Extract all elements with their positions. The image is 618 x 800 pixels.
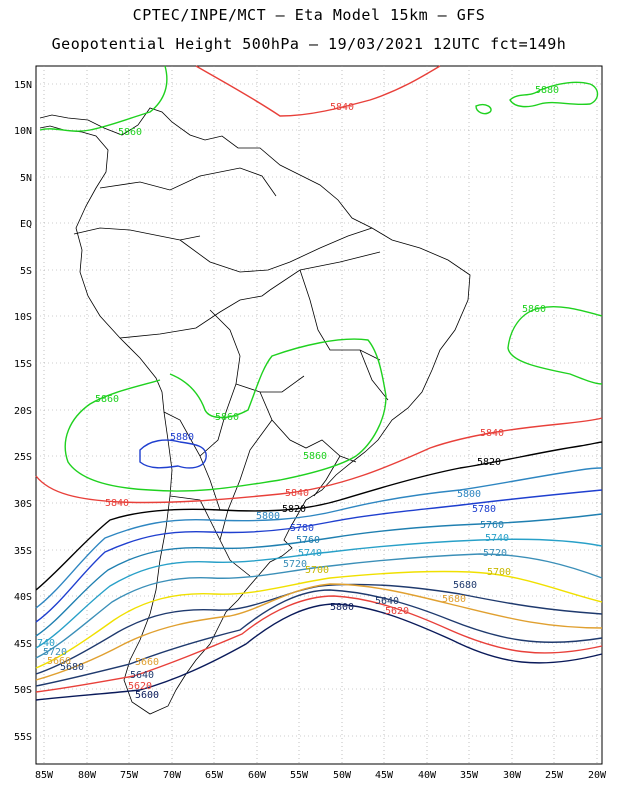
lat-label: 15S [14, 359, 32, 370]
label-5820-a: 5820 [477, 457, 501, 468]
lon-label: 45W [375, 770, 394, 781]
contour-5640 [35, 589, 603, 687]
label-5860-c: 5860 [95, 394, 119, 405]
lon-label: 25W [545, 770, 564, 781]
contour-5860-a [39, 65, 168, 132]
contour-5860-d [475, 103, 492, 115]
label-5620-b: 5620 [128, 681, 152, 692]
label-5780-a: 5780 [472, 504, 496, 515]
label-5680-a: 5680 [453, 580, 477, 591]
lon-label: 55W [290, 770, 309, 781]
contour-5780 [35, 489, 603, 623]
label-5840-d: 5840 [285, 488, 309, 499]
label-5860-b: 5860 [522, 304, 546, 315]
contours [35, 65, 603, 701]
label-5880-a: 5880 [535, 85, 559, 96]
lon-label: 35W [460, 770, 479, 781]
lon-label: 70W [163, 770, 182, 781]
lon-label: 30W [503, 770, 522, 781]
label-5700-a: 5700 [487, 567, 511, 578]
lat-label: 15N [14, 80, 32, 91]
latitude-labels: 15N 10N 5N EQ 5S 10S 15S 20S 25S 30S 35S… [14, 80, 32, 743]
label-5720-a: 5720 [483, 548, 507, 559]
label-5880-b: 5880 [170, 432, 194, 443]
label-5860-d: 5860 [215, 412, 239, 423]
lon-label: 85W [35, 770, 54, 781]
label-5620-a: 5620 [385, 606, 409, 617]
lon-label: 50W [333, 770, 352, 781]
lat-label: 30S [14, 499, 32, 510]
label-5600-b: 5600 [135, 690, 159, 701]
lat-label: 35S [14, 546, 32, 557]
label-5700-b: 5700 [305, 565, 329, 576]
label-5840-a: 5840 [330, 102, 354, 113]
grid-lines [36, 66, 602, 764]
contour-5800 [35, 467, 603, 609]
label-5820-b: 5820 [282, 504, 306, 515]
label-5720-c: 5720 [43, 647, 67, 658]
contour-5700 [35, 570, 603, 669]
label-5680-b: 5680 [442, 594, 466, 605]
contour-5680 [35, 583, 603, 675]
coastlines [39, 107, 471, 715]
chart-title: CPTEC/INPE/MCT – Eta Model 15km – GFS [132, 6, 486, 24]
longitude-labels: 85W 80W 75W 70W 65W 60W 55W 50W 45W 40W … [35, 770, 607, 781]
contour-labels: 5880 5880 5860 5860 5860 5860 5860 5840 … [37, 85, 559, 701]
label-5800-b: 5800 [256, 511, 280, 522]
lat-label: 5N [20, 173, 32, 184]
lat-label: 25S [14, 452, 32, 463]
lat-label: EQ [20, 219, 32, 230]
label-5740-c: 740 [37, 638, 55, 649]
lat-label: 5S [20, 266, 32, 277]
label-5860-a: 5860 [118, 127, 142, 138]
lat-label: 40S [14, 592, 32, 603]
contour-5600 [35, 603, 603, 701]
contour-5860-b [507, 306, 603, 385]
label-5840-b: 5840 [480, 428, 504, 439]
contour-5840-a [195, 65, 441, 117]
lon-label: 20W [588, 770, 607, 781]
label-5660-a: 5660 [135, 657, 159, 668]
lon-label: 80W [78, 770, 97, 781]
lat-label: 55S [14, 732, 32, 743]
contour-5740 [35, 538, 603, 649]
label-5680-c: 5680 [60, 662, 84, 673]
contour-5720 [35, 553, 603, 659]
contour-5760 [35, 513, 603, 637]
label-5860-e: 5860 [303, 451, 327, 462]
contour-5840-b [35, 417, 603, 504]
label-5660-b: 5660 [47, 656, 71, 667]
label-5760-a: 5760 [480, 520, 504, 531]
label-5640-b: 5640 [130, 670, 154, 681]
lon-label: 75W [120, 770, 139, 781]
contour-5880-a [509, 81, 599, 108]
label-5640-a: 5640 [375, 596, 399, 607]
label-5720-b: 5720 [283, 559, 307, 570]
lat-label: 10N [14, 126, 32, 137]
lon-label: 65W [205, 770, 224, 781]
lon-label: 40W [418, 770, 437, 781]
lat-label: 20S [14, 406, 32, 417]
contour-5860-c [64, 338, 387, 492]
label-5740-b: 5740 [298, 548, 322, 559]
lon-label: 60W [248, 770, 267, 781]
label-5740-a: 5740 [485, 533, 509, 544]
lat-label: 10S [14, 312, 32, 323]
label-5780-b: 5780 [290, 523, 314, 534]
label-5600-a: 5800 [330, 602, 354, 613]
label-5760-b: 5760 [296, 535, 320, 546]
contour-5660 [35, 583, 603, 681]
contour-5820 [35, 441, 603, 591]
contour-5620 [35, 595, 603, 693]
map-frame [35, 65, 603, 765]
chart-subtitle: Geopotential Height 500hPa – 19/03/2021 … [51, 35, 567, 53]
label-5840-c: 5840 [105, 498, 129, 509]
lat-label: 45S [14, 639, 32, 650]
lat-label: 50S [14, 685, 32, 696]
label-5800-a: 5800 [457, 489, 481, 500]
contour-5880-b [139, 439, 207, 469]
